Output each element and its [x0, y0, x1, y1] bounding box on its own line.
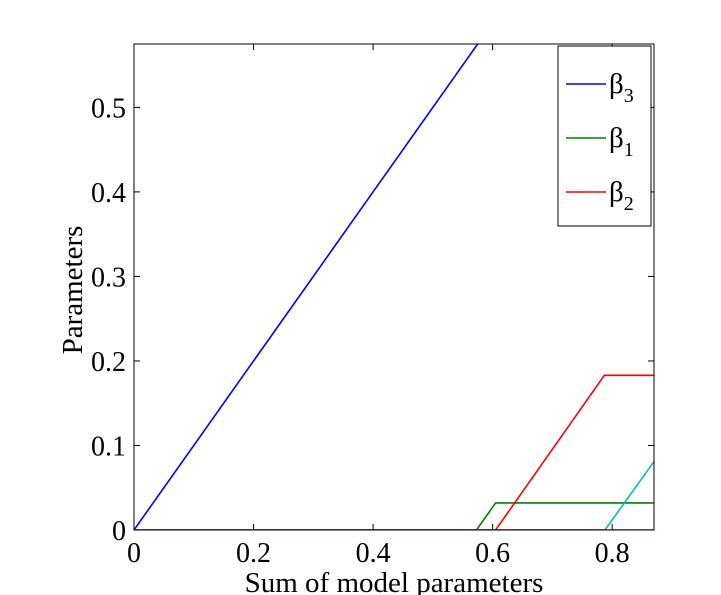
plot-frame — [133, 43, 655, 531]
x-axis-label: Sum of model parameters — [245, 567, 544, 595]
x-tick-labels: 0 0.2 0.4 0.6 0.8 — [127, 538, 630, 569]
x-tick-label: 0.6 — [475, 538, 510, 569]
y-tick-labels: 0 0.1 0.2 0.3 0.4 0.5 — [91, 93, 126, 547]
y-tick-label: 0.4 — [91, 178, 126, 209]
series-line-cyan — [134, 461, 654, 530]
y-tick-label: 0.1 — [91, 431, 126, 462]
y-tick-label: 0.2 — [91, 347, 126, 378]
legend-label-beta3: β3 — [609, 68, 634, 107]
y-tick-label: 0.5 — [91, 93, 126, 124]
x-tick-label: 0.2 — [236, 538, 271, 569]
y-tick-label: 0.3 — [91, 262, 126, 293]
legend-label-beta1: β1 — [609, 122, 634, 161]
legend: β3 β1 β2 — [557, 45, 652, 227]
y-tick-label: 0 — [112, 516, 126, 547]
series-layer — [134, 44, 654, 530]
x-tick-label: 0 — [127, 538, 141, 569]
x-tick-label: 0.8 — [595, 538, 630, 569]
legend-box — [557, 45, 652, 227]
x-tick-label: 0.4 — [356, 538, 391, 569]
series-line-beta3 — [134, 44, 479, 530]
legend-label-beta2: β2 — [609, 176, 634, 215]
y-axis-label: Parameters — [57, 226, 89, 355]
series-line-beta1 — [134, 502, 654, 530]
series-line-beta2 — [134, 374, 654, 530]
